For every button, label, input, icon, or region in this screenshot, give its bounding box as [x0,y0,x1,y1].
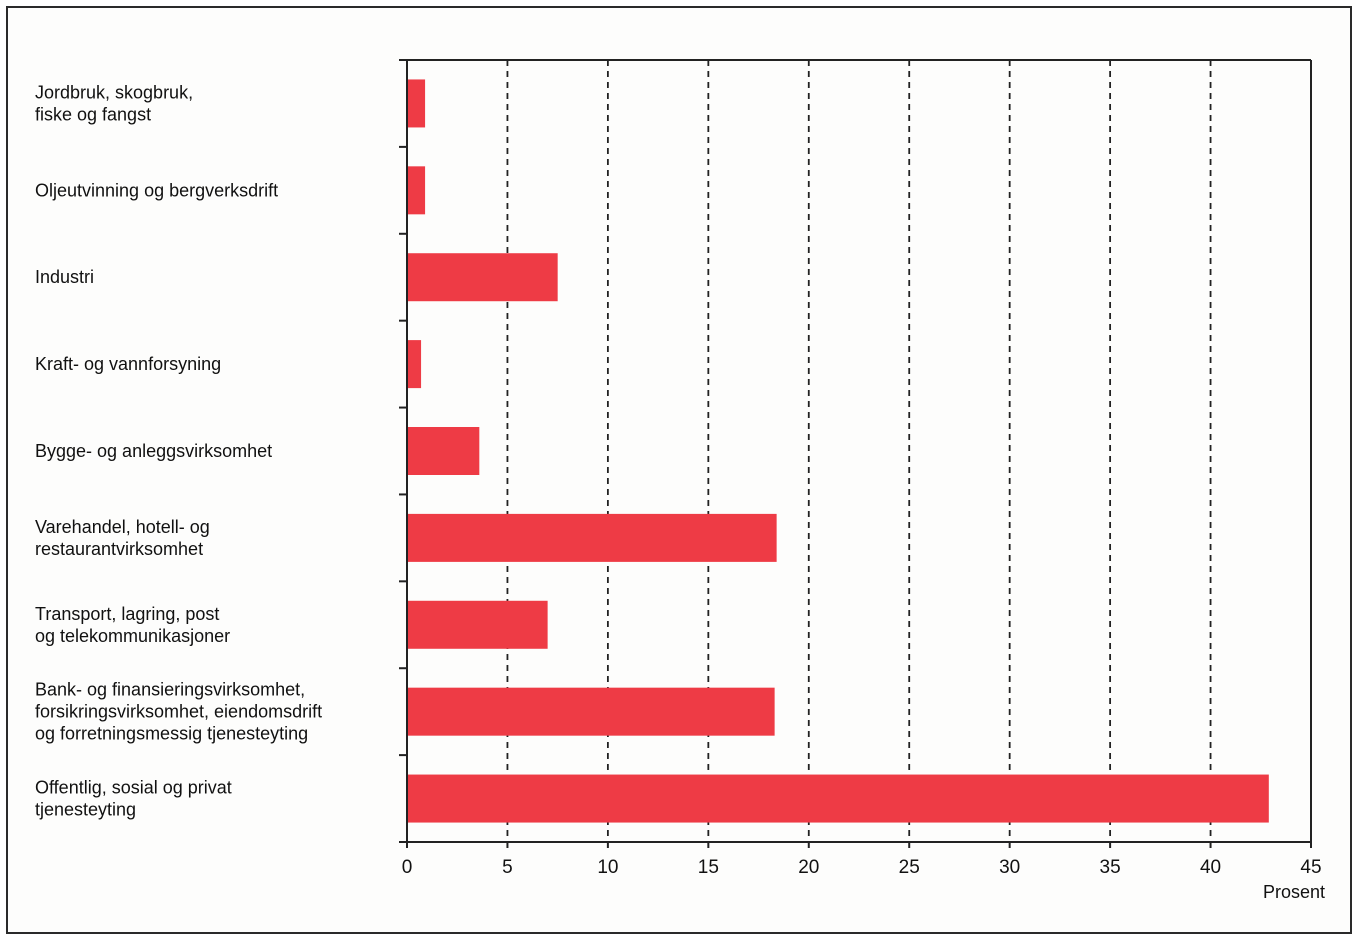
category-label-8: Offentlig, sosial og privat tjenesteyting [35,778,232,820]
category-label-1: Oljeutvinning og bergverksdrift [35,180,278,200]
x-tick-label-40: 40 [1200,857,1221,878]
category-label-7: Bank- og finansieringsvirksomhet, forsikr… [35,680,322,744]
x-tick-label-30: 30 [999,857,1020,878]
x-tick-label-25: 25 [899,857,920,878]
x-tick-label-15: 15 [698,857,719,878]
category-label-6: Transport, lagring, post og telekommunika… [35,604,230,646]
x-tick-label-0: 0 [402,857,413,878]
bar-7 [407,687,775,736]
tick-labels: 0 5 10 15 20 25 30 35 40 45 [402,857,1322,878]
category-labels: Jordbruk, skogbruk, fiske og fangst Oljeut… [35,82,322,819]
x-tick-label-45: 45 [1300,857,1321,878]
bar-1 [407,166,426,215]
bar-0 [407,79,426,128]
category-label-4: Bygge- og anleggsvirksomhet [35,441,272,461]
x-tick-label-35: 35 [1100,857,1121,878]
x-tick-label-5: 5 [502,857,513,878]
bar-8 [407,774,1269,823]
bar-5 [407,513,777,562]
axes [399,59,1312,848]
x-tick-label-20: 20 [798,857,819,878]
bar-2 [407,253,558,302]
bars [407,79,1269,823]
bar-6 [407,600,548,649]
bar-4 [407,427,480,475]
x-axis-label: Prosent [1263,882,1325,902]
bar-3 [407,340,422,389]
category-label-2: Industri [35,267,94,287]
category-label-0: Jordbruk, skogbruk, fiske og fangst [35,82,193,124]
category-label-5: Varehandel, hotell- og restaurantvirksomh… [35,517,210,559]
category-label-3: Kraft- og vannforsyning [35,354,221,374]
x-tick-label-10: 10 [597,857,618,878]
